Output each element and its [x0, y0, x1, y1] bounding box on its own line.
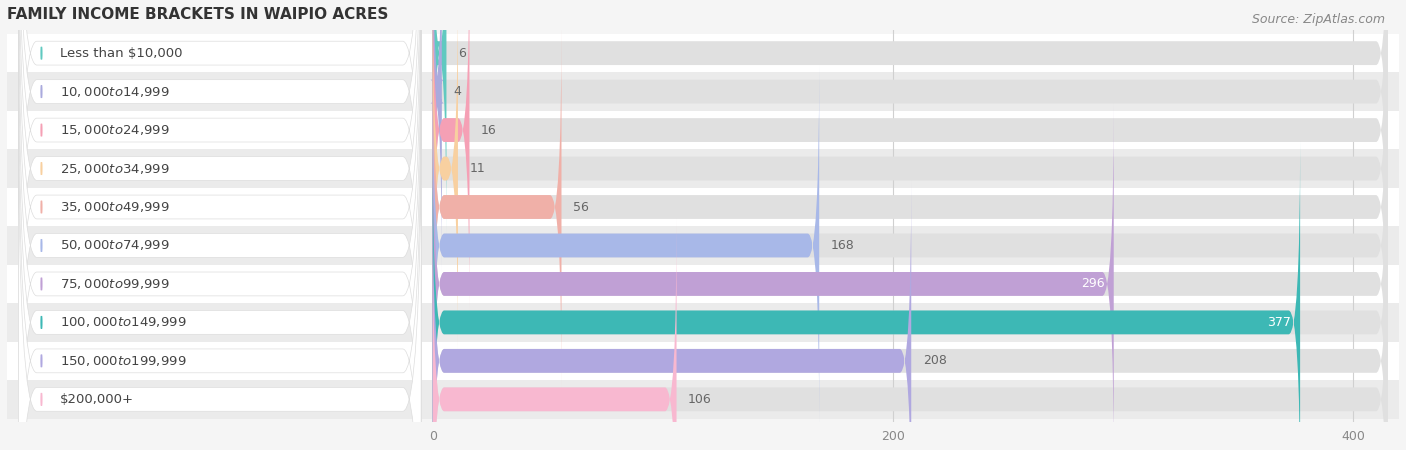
FancyBboxPatch shape — [18, 0, 422, 450]
FancyBboxPatch shape — [7, 72, 1399, 111]
Text: $10,000 to $14,999: $10,000 to $14,999 — [60, 85, 170, 99]
Text: $35,000 to $49,999: $35,000 to $49,999 — [60, 200, 170, 214]
FancyBboxPatch shape — [433, 65, 1388, 426]
FancyBboxPatch shape — [7, 265, 1399, 303]
Text: 11: 11 — [470, 162, 485, 175]
FancyBboxPatch shape — [433, 0, 458, 349]
FancyBboxPatch shape — [7, 380, 1399, 419]
FancyBboxPatch shape — [433, 0, 1388, 272]
Text: $25,000 to $34,999: $25,000 to $34,999 — [60, 162, 170, 176]
FancyBboxPatch shape — [433, 0, 470, 310]
FancyBboxPatch shape — [18, 27, 422, 450]
FancyBboxPatch shape — [7, 226, 1399, 265]
Text: $15,000 to $24,999: $15,000 to $24,999 — [60, 123, 170, 137]
FancyBboxPatch shape — [433, 142, 1301, 450]
FancyBboxPatch shape — [7, 149, 1399, 188]
Text: 168: 168 — [831, 239, 855, 252]
Text: 296: 296 — [1081, 278, 1105, 290]
Text: 377: 377 — [1267, 316, 1291, 329]
Text: 106: 106 — [688, 393, 711, 406]
Text: FAMILY INCOME BRACKETS IN WAIPIO ACRES: FAMILY INCOME BRACKETS IN WAIPIO ACRES — [7, 7, 388, 22]
FancyBboxPatch shape — [18, 0, 422, 450]
Text: $75,000 to $99,999: $75,000 to $99,999 — [60, 277, 170, 291]
FancyBboxPatch shape — [433, 27, 1388, 387]
FancyBboxPatch shape — [433, 142, 1388, 450]
FancyBboxPatch shape — [433, 104, 1114, 450]
FancyBboxPatch shape — [18, 0, 422, 349]
FancyBboxPatch shape — [433, 0, 1388, 349]
FancyBboxPatch shape — [18, 0, 422, 426]
FancyBboxPatch shape — [433, 180, 911, 450]
FancyBboxPatch shape — [18, 0, 422, 450]
FancyBboxPatch shape — [433, 65, 820, 426]
Text: $50,000 to $74,999: $50,000 to $74,999 — [60, 238, 170, 252]
FancyBboxPatch shape — [433, 0, 1388, 310]
FancyBboxPatch shape — [7, 188, 1399, 226]
FancyBboxPatch shape — [433, 219, 676, 450]
Text: $200,000+: $200,000+ — [60, 393, 134, 406]
FancyBboxPatch shape — [18, 104, 422, 450]
Text: 208: 208 — [922, 354, 946, 367]
Text: Less than $10,000: Less than $10,000 — [60, 47, 183, 60]
FancyBboxPatch shape — [7, 342, 1399, 380]
Text: $100,000 to $149,999: $100,000 to $149,999 — [60, 315, 187, 329]
FancyBboxPatch shape — [430, 0, 444, 272]
FancyBboxPatch shape — [7, 111, 1399, 149]
FancyBboxPatch shape — [433, 27, 561, 387]
Text: Source: ZipAtlas.com: Source: ZipAtlas.com — [1251, 14, 1385, 27]
Text: 56: 56 — [574, 201, 589, 213]
Text: $150,000 to $199,999: $150,000 to $199,999 — [60, 354, 187, 368]
FancyBboxPatch shape — [433, 219, 1388, 450]
FancyBboxPatch shape — [18, 0, 422, 450]
FancyBboxPatch shape — [7, 34, 1399, 72]
FancyBboxPatch shape — [18, 0, 422, 387]
Text: 4: 4 — [453, 85, 461, 98]
FancyBboxPatch shape — [18, 65, 422, 450]
FancyBboxPatch shape — [433, 0, 1388, 234]
FancyBboxPatch shape — [7, 303, 1399, 342]
Text: 16: 16 — [481, 124, 496, 136]
FancyBboxPatch shape — [433, 180, 1388, 450]
Text: 6: 6 — [458, 47, 465, 60]
FancyBboxPatch shape — [433, 0, 447, 234]
FancyBboxPatch shape — [433, 104, 1388, 450]
